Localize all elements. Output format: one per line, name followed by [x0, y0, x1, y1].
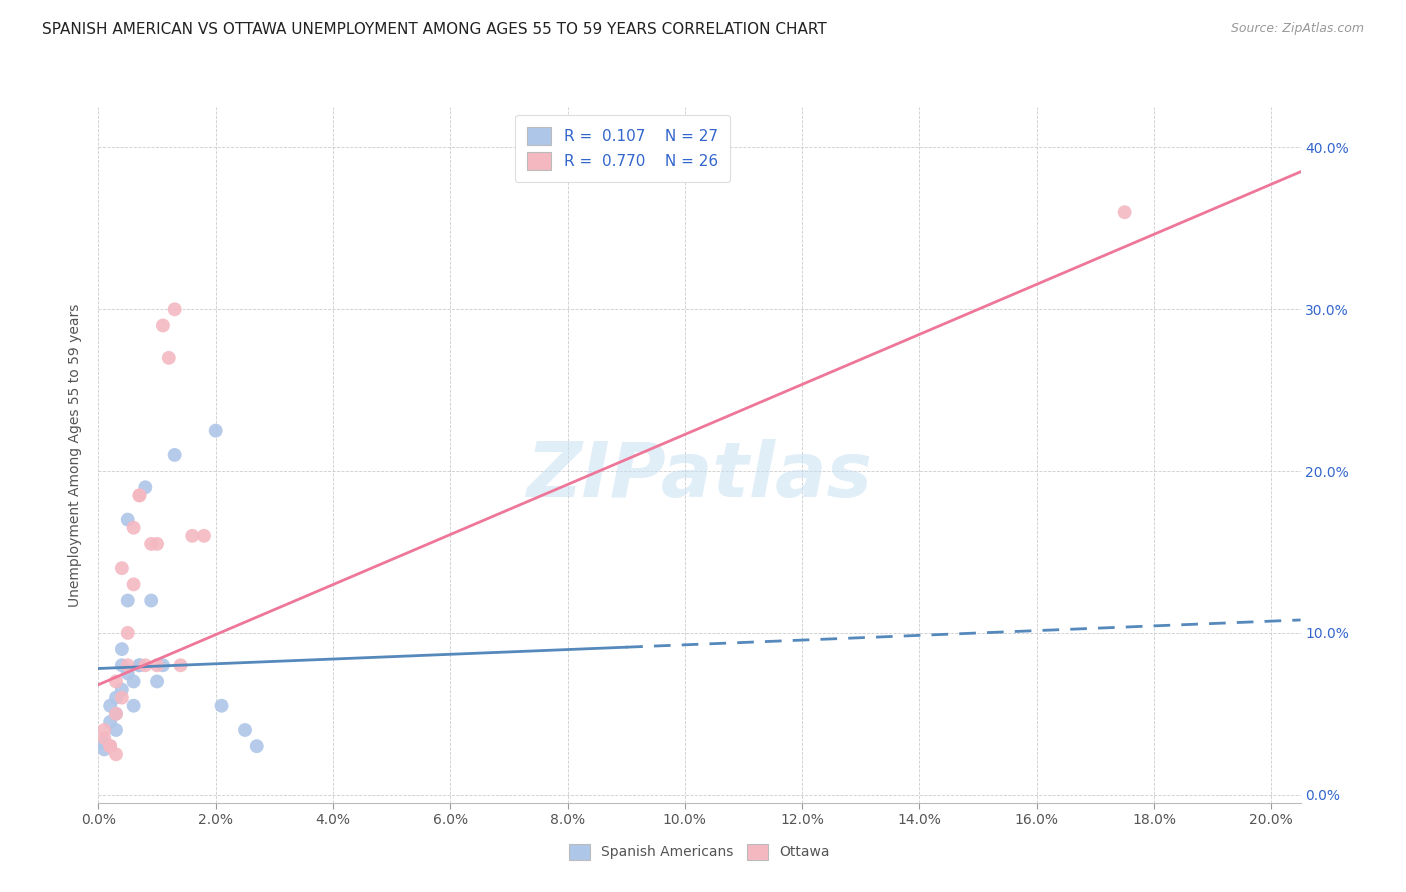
- Point: [105, 723, 128, 737]
- Point: [98, 739, 121, 754]
- Point: [93, 731, 115, 745]
- Point: [233, 723, 256, 737]
- Point: [105, 747, 128, 762]
- Point: [93, 736, 115, 750]
- Point: [128, 658, 150, 673]
- Point: [1114, 205, 1136, 219]
- Point: [111, 690, 134, 705]
- Point: [105, 706, 128, 721]
- Point: [117, 666, 139, 681]
- Point: [146, 658, 169, 673]
- Point: [146, 674, 169, 689]
- Point: [152, 658, 174, 673]
- Point: [105, 674, 128, 689]
- Point: [111, 642, 134, 657]
- Point: [93, 742, 115, 756]
- Point: [117, 513, 139, 527]
- Point: [93, 723, 115, 737]
- Text: Source: ZipAtlas.com: Source: ZipAtlas.com: [1230, 22, 1364, 36]
- Point: [122, 577, 145, 591]
- Point: [105, 690, 128, 705]
- Point: [111, 682, 134, 697]
- Point: [117, 658, 139, 673]
- Point: [134, 658, 156, 673]
- Point: [128, 488, 150, 502]
- Point: [181, 529, 204, 543]
- Point: [134, 480, 156, 494]
- Point: [163, 448, 186, 462]
- Point: [117, 593, 139, 607]
- Point: [105, 706, 128, 721]
- Point: [111, 658, 134, 673]
- Point: [141, 537, 163, 551]
- Text: ZIPatlas: ZIPatlas: [526, 439, 873, 513]
- Point: [204, 424, 226, 438]
- Point: [146, 537, 169, 551]
- Text: SPANISH AMERICAN VS OTTAWA UNEMPLOYMENT AMONG AGES 55 TO 59 YEARS CORRELATION CH: SPANISH AMERICAN VS OTTAWA UNEMPLOYMENT …: [42, 22, 827, 37]
- Point: [157, 351, 180, 365]
- Y-axis label: Unemployment Among Ages 55 to 59 years: Unemployment Among Ages 55 to 59 years: [69, 303, 83, 607]
- Point: [122, 698, 145, 713]
- Legend: Spanish Americans, Ottawa: Spanish Americans, Ottawa: [564, 838, 835, 865]
- Point: [98, 739, 121, 754]
- Point: [152, 318, 174, 333]
- Point: [169, 658, 191, 673]
- Point: [117, 626, 139, 640]
- Point: [211, 698, 233, 713]
- Point: [163, 302, 186, 317]
- Point: [98, 698, 121, 713]
- Point: [98, 739, 121, 754]
- Point: [141, 593, 163, 607]
- Point: [122, 674, 145, 689]
- Point: [111, 561, 134, 575]
- Point: [193, 529, 215, 543]
- Point: [98, 714, 121, 729]
- Point: [128, 488, 150, 502]
- Point: [122, 521, 145, 535]
- Point: [246, 739, 269, 754]
- Point: [128, 658, 150, 673]
